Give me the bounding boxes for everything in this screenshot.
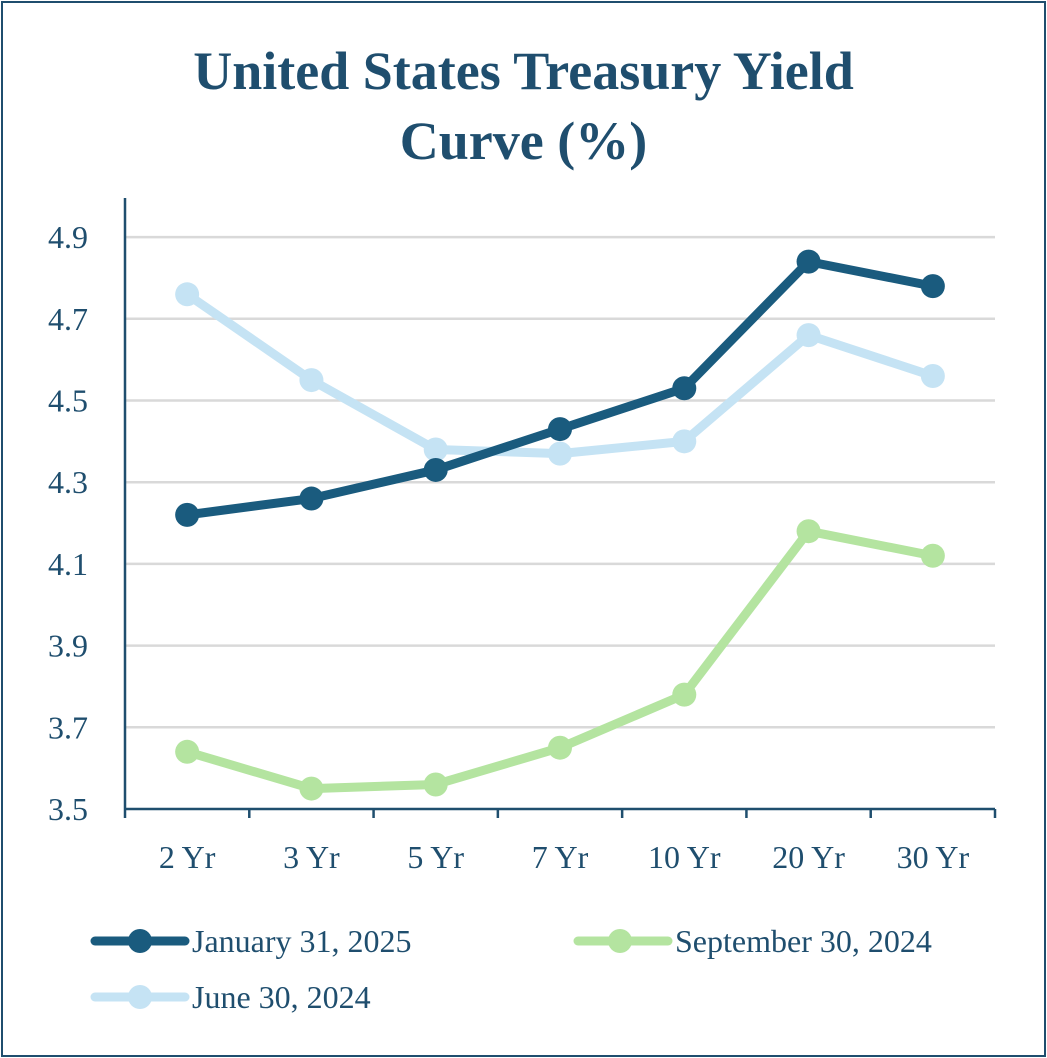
data-point [548, 735, 572, 760]
data-point [548, 441, 572, 466]
legend-swatch-marker [128, 985, 152, 1009]
legend-entry: January 31, 2025 [90, 923, 412, 959]
data-point [423, 772, 448, 797]
x-tick-label: 2 Yr [159, 839, 216, 875]
y-tick-label: 4.9 [48, 219, 88, 255]
legend-label: June 30, 2024 [192, 979, 371, 1015]
x-tick-label: 20 Yr [772, 839, 845, 875]
data-point [920, 363, 945, 388]
data-point [672, 376, 697, 401]
y-tick-label: 4.5 [48, 383, 88, 419]
chart-title-line-1: United States Treasury Yield [193, 41, 854, 101]
data-point [796, 519, 821, 544]
y-tick-label: 4.3 [48, 464, 88, 500]
gridlines [125, 235, 995, 729]
data-point [423, 457, 448, 482]
legend-label: January 31, 2025 [192, 923, 412, 959]
series-0 [175, 249, 945, 527]
chart-title-line-2: Curve (%) [399, 111, 648, 171]
legend: January 31, 2025 September 30, 2024 June 3… [90, 923, 932, 1015]
x-tick-label: 7 Yr [532, 839, 589, 875]
legend-entry: June 30, 2024 [90, 979, 371, 1015]
data-point [672, 682, 697, 707]
data-point [920, 274, 945, 299]
x-tick-label: 5 Yr [407, 839, 464, 875]
x-axis-ticks: 2 Yr 3 Yr 5 Yr 7 Yr 10 Yr 20 Yr 30 Yr [159, 839, 970, 875]
data-point [175, 502, 200, 527]
data-point [175, 739, 200, 764]
x-tick-label: 3 Yr [283, 839, 340, 875]
y-tick-label: 3.5 [48, 791, 88, 827]
data-point [920, 543, 945, 568]
data-point [796, 323, 821, 348]
data-point [175, 282, 200, 307]
axes [123, 198, 997, 818]
data-point [672, 429, 697, 454]
series-lines [175, 249, 945, 801]
series-2 [175, 282, 945, 466]
series-line [182, 257, 938, 520]
x-tick-label: 10 Yr [648, 839, 721, 875]
data-point [299, 368, 324, 393]
y-tick-label: 3.9 [48, 628, 88, 664]
data-point [299, 776, 324, 801]
legend-swatch-marker [608, 929, 632, 953]
data-point [548, 417, 572, 442]
series-1 [175, 519, 945, 801]
data-point [796, 249, 821, 274]
y-axis-ticks: 3.5 3.7 3.9 4.1 4.3 4.5 4.7 4.9 [48, 219, 88, 827]
data-point [299, 486, 324, 511]
y-tick-label: 4.1 [48, 546, 88, 582]
x-tick-label: 30 Yr [897, 839, 970, 875]
y-tick-label: 4.7 [48, 301, 88, 337]
legend-swatch-marker [128, 929, 152, 953]
chart-title: United States Treasury Yield Curve (%) [0, 36, 1047, 176]
y-tick-label: 3.7 [48, 709, 88, 745]
legend-label: September 30, 2024 [675, 923, 932, 959]
legend-entry: September 30, 2024 [573, 923, 932, 959]
data-point [423, 437, 448, 462]
